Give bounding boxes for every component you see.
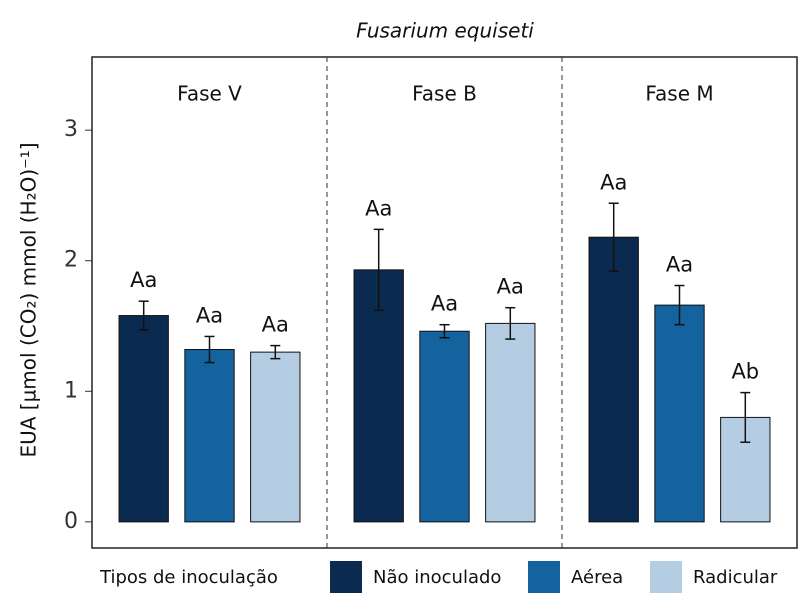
bar	[184, 349, 235, 523]
significance-letter: Aa	[600, 170, 627, 194]
legend-label: Aérea	[571, 567, 623, 588]
panel-border	[91, 56, 798, 549]
bar	[588, 236, 639, 523]
chart-title: Fusarium equiseti	[356, 19, 534, 43]
y-tick-label: 1	[64, 378, 78, 403]
legend-swatch	[528, 561, 560, 593]
bar	[485, 322, 536, 523]
significance-letter: Aa	[431, 292, 458, 316]
bar	[353, 269, 404, 523]
significance-letter: Aa	[666, 253, 693, 277]
legend-label: Não inoculado	[373, 567, 501, 588]
legend-label: Radicular	[693, 567, 778, 588]
significance-letter: Aa	[497, 275, 524, 299]
y-tick-label: 0	[64, 509, 78, 534]
significance-letter: Aa	[262, 313, 289, 337]
significance-letter: Aa	[130, 268, 157, 292]
y-tick-label: 2	[64, 248, 78, 273]
bar	[419, 330, 470, 523]
y-tick-label: 3	[64, 117, 78, 142]
facet-label: Fase V	[177, 82, 242, 106]
legend-swatch	[650, 561, 682, 593]
facet-label: Fase B	[412, 82, 477, 106]
significance-letter: Ab	[731, 360, 759, 384]
bar	[250, 351, 301, 523]
significance-letter: Aa	[196, 303, 223, 327]
bar	[118, 315, 169, 523]
significance-letter: Aa	[365, 196, 392, 220]
y-axis-label: EUA [µmol (CO₂) mmol (H₂O)⁻¹]	[17, 142, 41, 457]
legend-swatch	[330, 561, 362, 593]
bar	[654, 304, 705, 523]
legend-title: Tipos de inoculação	[99, 567, 278, 588]
facet-label: Fase M	[645, 82, 713, 106]
